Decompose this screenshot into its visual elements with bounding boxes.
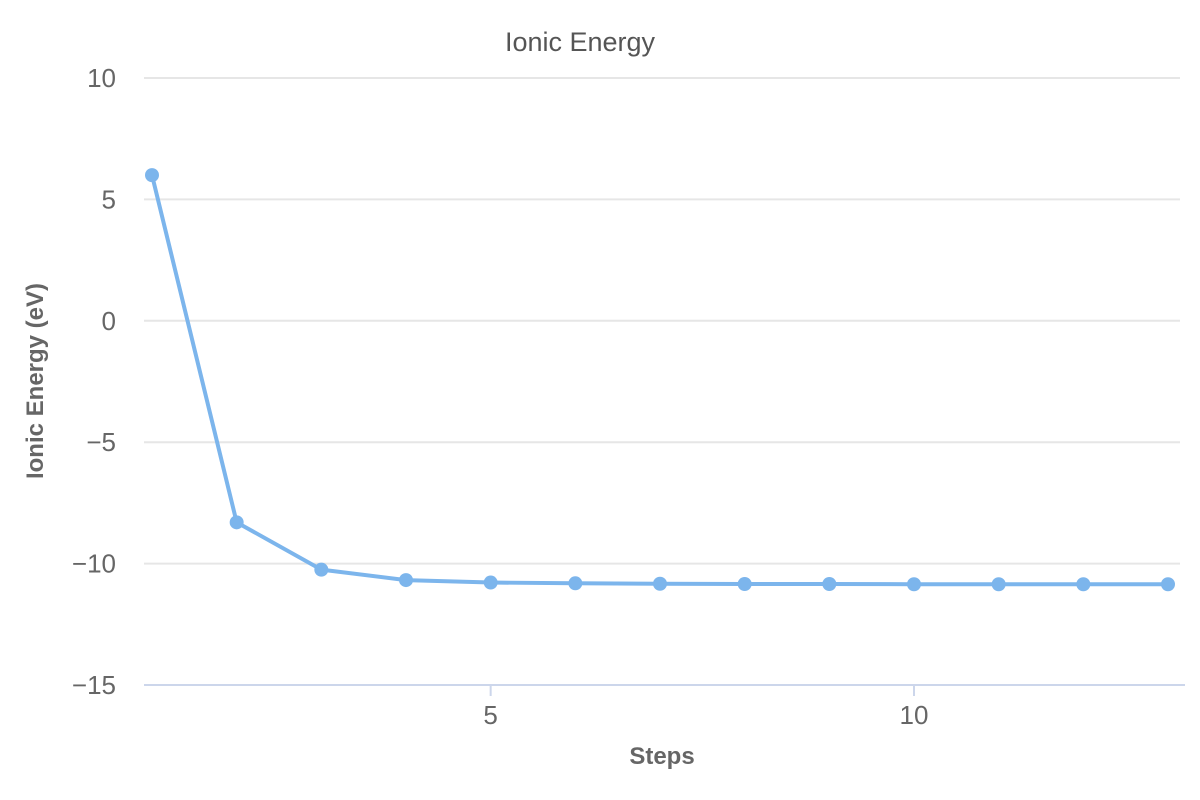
series-group[interactable] <box>145 168 1175 592</box>
chart-title: Ionic Energy <box>505 27 656 57</box>
data-point-marker[interactable] <box>568 576 583 591</box>
data-point-marker[interactable] <box>399 573 413 588</box>
y-tick-label: 0 <box>102 306 116 336</box>
axes-group <box>144 684 1185 696</box>
data-point-marker[interactable] <box>229 515 244 530</box>
tick-labels-group: 10 5 0 −5 −10 −15 5 10 <box>72 63 929 730</box>
y-axis-title: Ionic Energy (eV) <box>22 283 49 479</box>
data-point-marker[interactable] <box>822 576 837 591</box>
y-tick-label: −5 <box>86 427 116 457</box>
y-tick-label: 10 <box>87 63 116 93</box>
y-tick-label: −10 <box>72 549 116 579</box>
data-point-marker[interactable] <box>1076 577 1091 592</box>
data-point-marker[interactable] <box>145 168 159 183</box>
x-tick-label: 10 <box>900 700 929 730</box>
data-point-marker[interactable] <box>991 577 1006 592</box>
y-tick-label: −15 <box>72 670 116 700</box>
data-point-marker[interactable] <box>314 562 329 577</box>
data-point-marker[interactable] <box>483 575 498 590</box>
gridlines-group <box>144 77 1180 565</box>
data-point-marker[interactable] <box>907 577 921 592</box>
data-point-marker[interactable] <box>737 576 752 591</box>
y-tick-label: 5 <box>102 184 116 214</box>
x-axis-title: Steps <box>629 743 694 770</box>
data-point-marker[interactable] <box>1161 577 1175 592</box>
x-tick-label: 5 <box>483 700 497 730</box>
data-point-marker[interactable] <box>653 576 667 591</box>
series-line[interactable] <box>150 173 1170 587</box>
